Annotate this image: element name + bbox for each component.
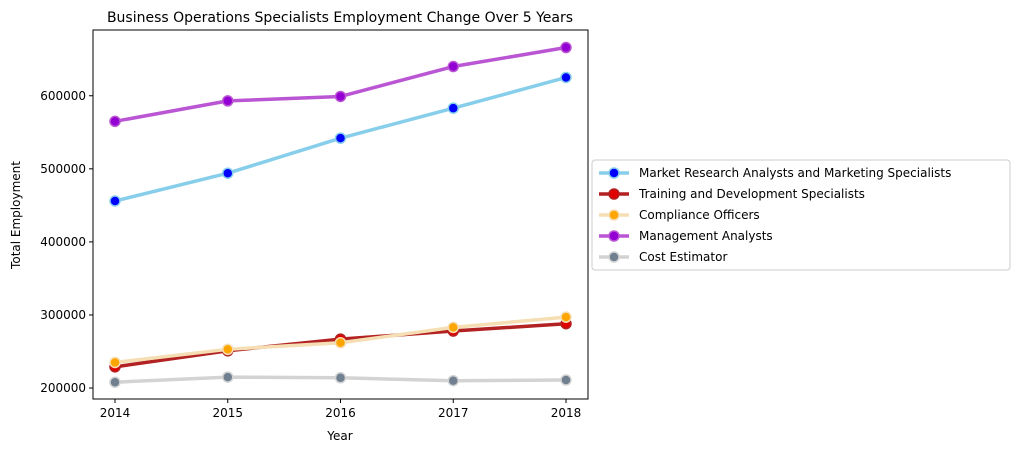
data-point xyxy=(109,356,121,369)
chart-title: Business Operations Specialists Employme… xyxy=(107,10,573,26)
data-point xyxy=(334,336,347,349)
legend-label: Cost Estimator xyxy=(639,250,727,264)
y-tick-label: 600000 xyxy=(40,89,86,103)
x-tick-label: 2015 xyxy=(212,406,243,420)
legend-swatch-marker xyxy=(608,230,620,242)
data-point xyxy=(334,132,347,144)
y-tick-label: 500000 xyxy=(40,162,86,176)
legend: Market Research Analysts and Marketing S… xyxy=(591,159,1011,271)
data-point xyxy=(560,71,572,84)
x-axis-title: Year xyxy=(326,429,352,443)
data-point xyxy=(560,41,572,54)
plot-area xyxy=(109,41,572,388)
data-point xyxy=(334,372,347,384)
data-point xyxy=(222,371,234,383)
legend-swatch-marker xyxy=(608,167,620,179)
y-axis-title: Total Employment xyxy=(9,161,23,270)
y-axis: 200000 300000 400000 500000 600000 xyxy=(40,89,93,395)
legend-label: Training and Development Specialists xyxy=(638,187,865,201)
x-tick-label: 2018 xyxy=(551,406,582,420)
legend-swatch-marker xyxy=(608,188,620,200)
x-tick-label: 2016 xyxy=(325,406,356,420)
legend-label: Market Research Analysts and Marketing S… xyxy=(639,166,951,180)
x-tick-label: 2014 xyxy=(100,406,131,420)
data-point xyxy=(560,374,572,386)
data-point xyxy=(447,374,459,387)
data-point xyxy=(222,167,234,179)
data-point xyxy=(447,321,459,334)
data-point xyxy=(222,95,234,107)
series-line-3 xyxy=(114,45,567,124)
legend-swatch-marker xyxy=(608,251,620,263)
y-tick-label: 300000 xyxy=(40,308,86,322)
y-tick-label: 400000 xyxy=(40,235,86,249)
x-axis: 2014 2015 2016 2017 2018 xyxy=(100,399,582,420)
legend-frame xyxy=(591,159,1011,271)
x-tick-label: 2017 xyxy=(438,406,469,420)
data-point xyxy=(447,102,459,114)
data-point xyxy=(447,60,459,73)
data-point xyxy=(109,195,121,207)
legend-label: Management Analysts xyxy=(639,229,773,243)
legend-swatch-marker xyxy=(608,209,620,221)
data-point xyxy=(334,90,347,103)
data-point xyxy=(109,115,121,128)
legend-label: Compliance Officers xyxy=(639,208,760,222)
data-point xyxy=(560,311,572,323)
y-tick-label: 200000 xyxy=(40,381,86,395)
data-point xyxy=(109,376,121,388)
data-point xyxy=(222,343,234,356)
